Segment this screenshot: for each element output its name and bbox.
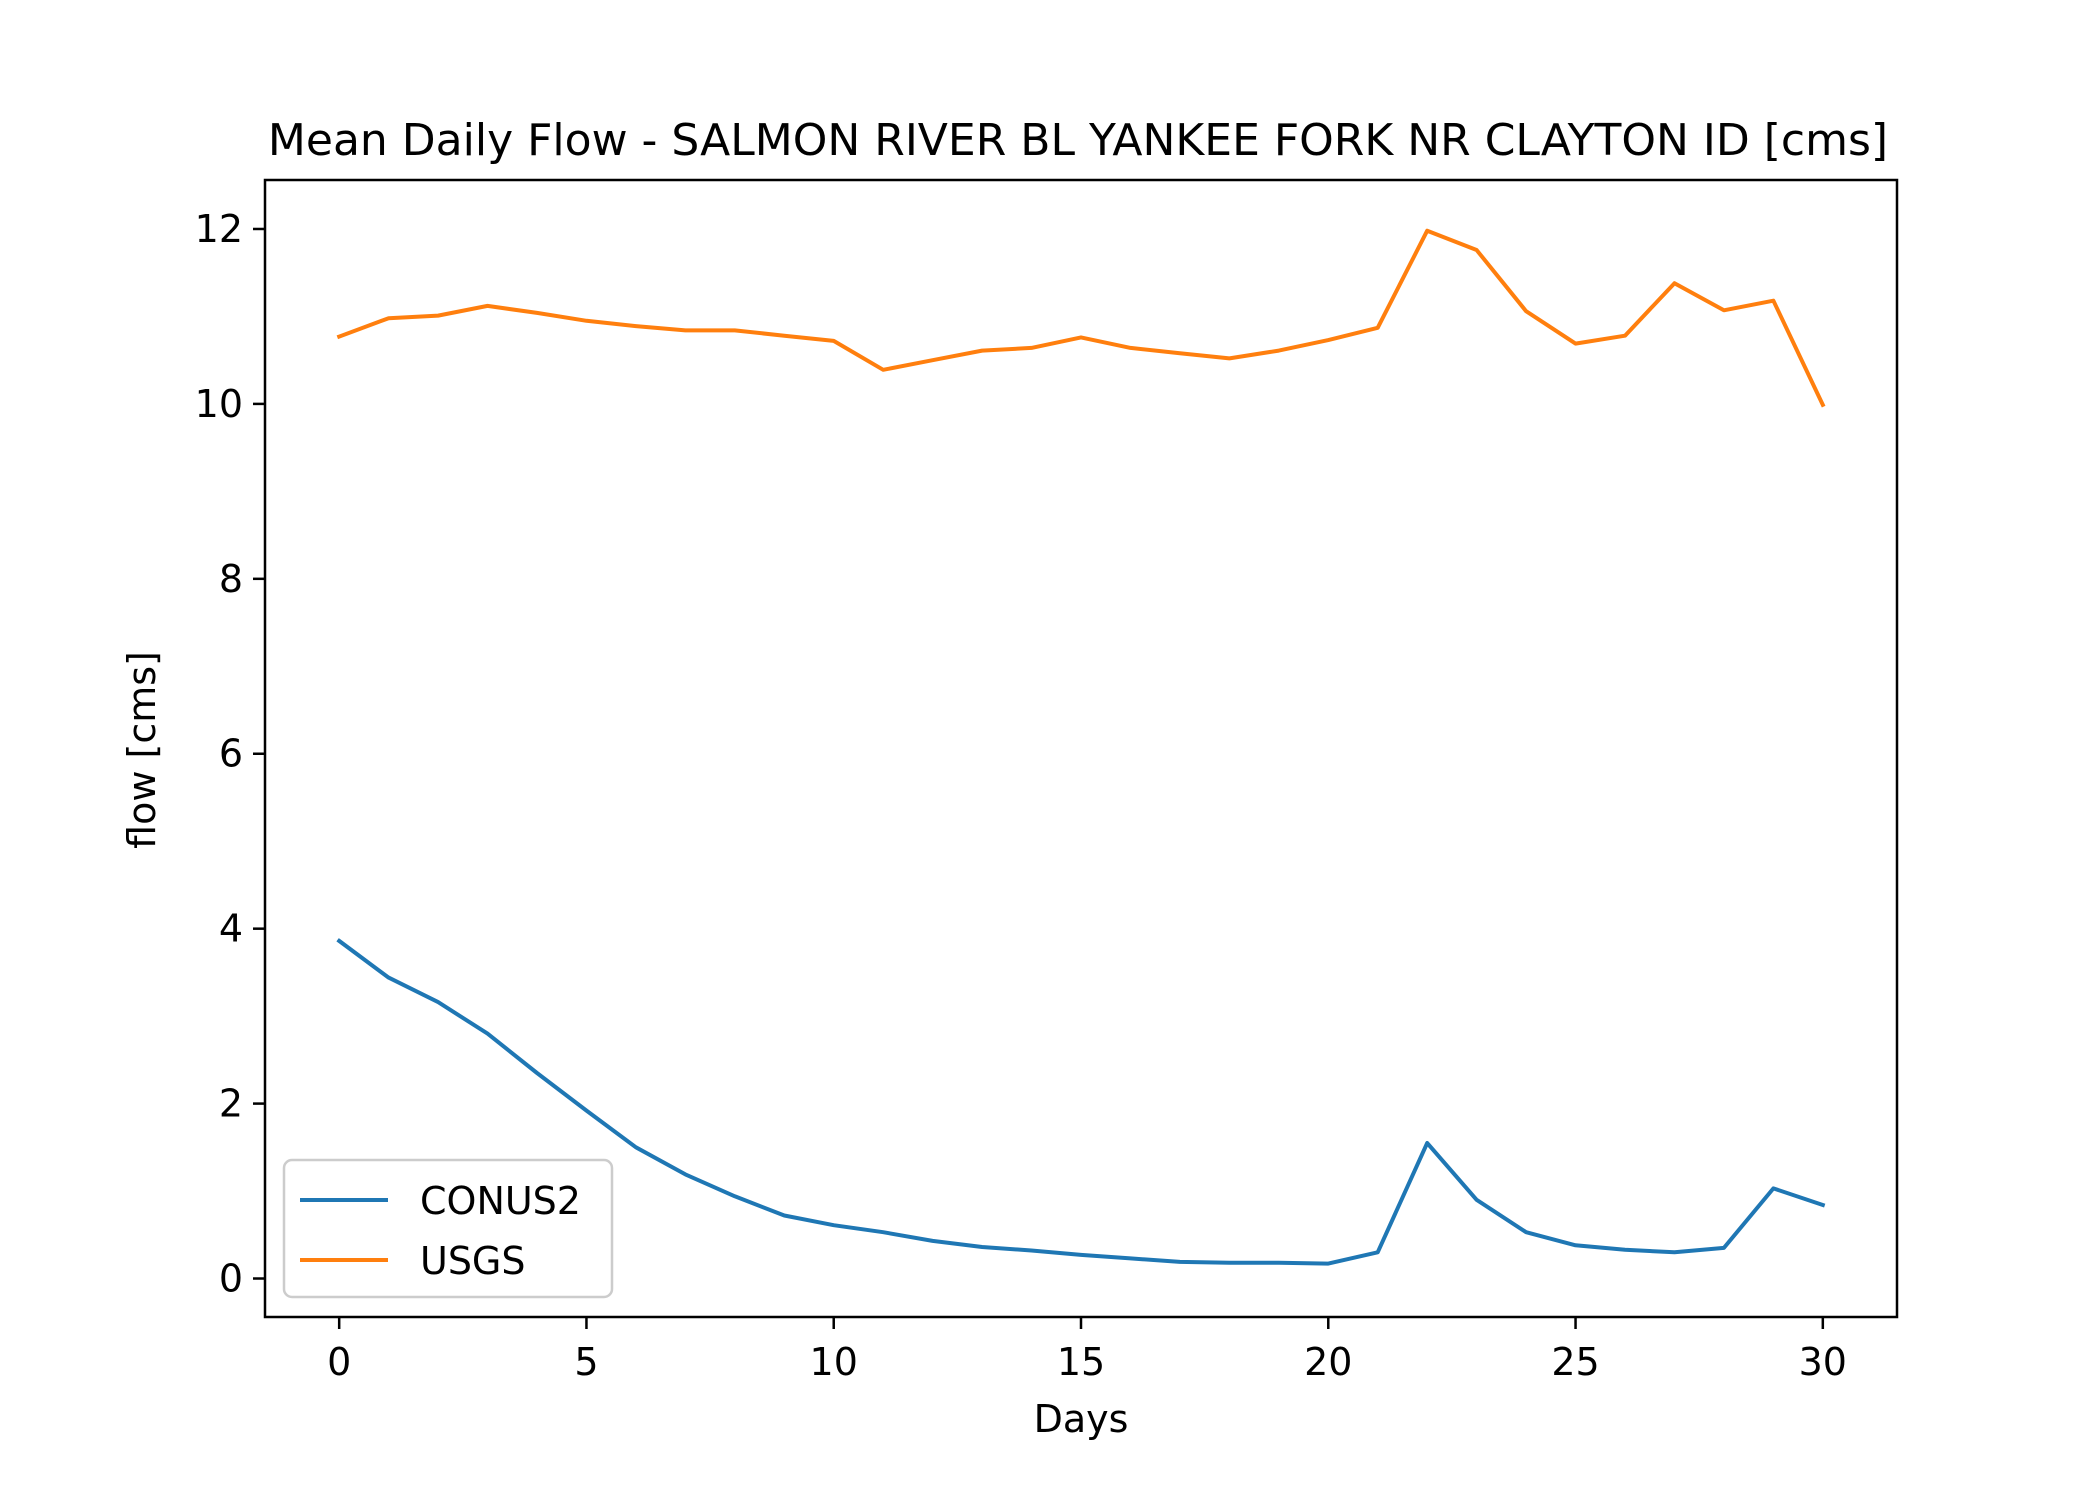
y-tick-label: 4 (219, 907, 243, 951)
y-tick-label: 10 (195, 382, 243, 426)
legend-label-conus2: CONUS2 (420, 1179, 581, 1223)
y-tick-label: 12 (195, 207, 243, 251)
chart-title: Mean Daily Flow - SALMON RIVER BL YANKEE… (268, 115, 1888, 166)
legend: CONUS2 USGS (282, 1158, 614, 1299)
y-tick-label: 8 (219, 557, 243, 601)
x-tick-label: 20 (1304, 1340, 1352, 1384)
legend-box (282, 1158, 614, 1299)
x-tick-label: 0 (327, 1340, 351, 1384)
x-tick-label: 15 (1057, 1340, 1105, 1384)
y-tick-label: 0 (219, 1257, 243, 1301)
x-axis-label: Days (1034, 1397, 1129, 1441)
x-tick-label: 25 (1551, 1340, 1599, 1384)
legend-items: CONUS2 USGS (300, 1179, 581, 1283)
y-tick-label: 2 (219, 1082, 243, 1126)
series-layer (336, 228, 1826, 1266)
x-axis-ticks: 0 5 10 15 20 25 30 (327, 1317, 1847, 1384)
y-axis-ticks: 0 2 4 6 8 10 12 (195, 207, 265, 1301)
x-tick-label: 30 (1799, 1340, 1847, 1384)
series-line-usgs (336, 228, 1826, 408)
legend-label-usgs: USGS (420, 1239, 526, 1283)
x-tick-label: 5 (574, 1340, 598, 1384)
series-line-conus2 (336, 938, 1826, 1266)
x-tick-label: 10 (810, 1340, 858, 1384)
y-tick-label: 6 (219, 732, 243, 776)
plot-area-frame (263, 178, 1899, 1319)
y-axis-label: flow [cms] (120, 651, 164, 849)
